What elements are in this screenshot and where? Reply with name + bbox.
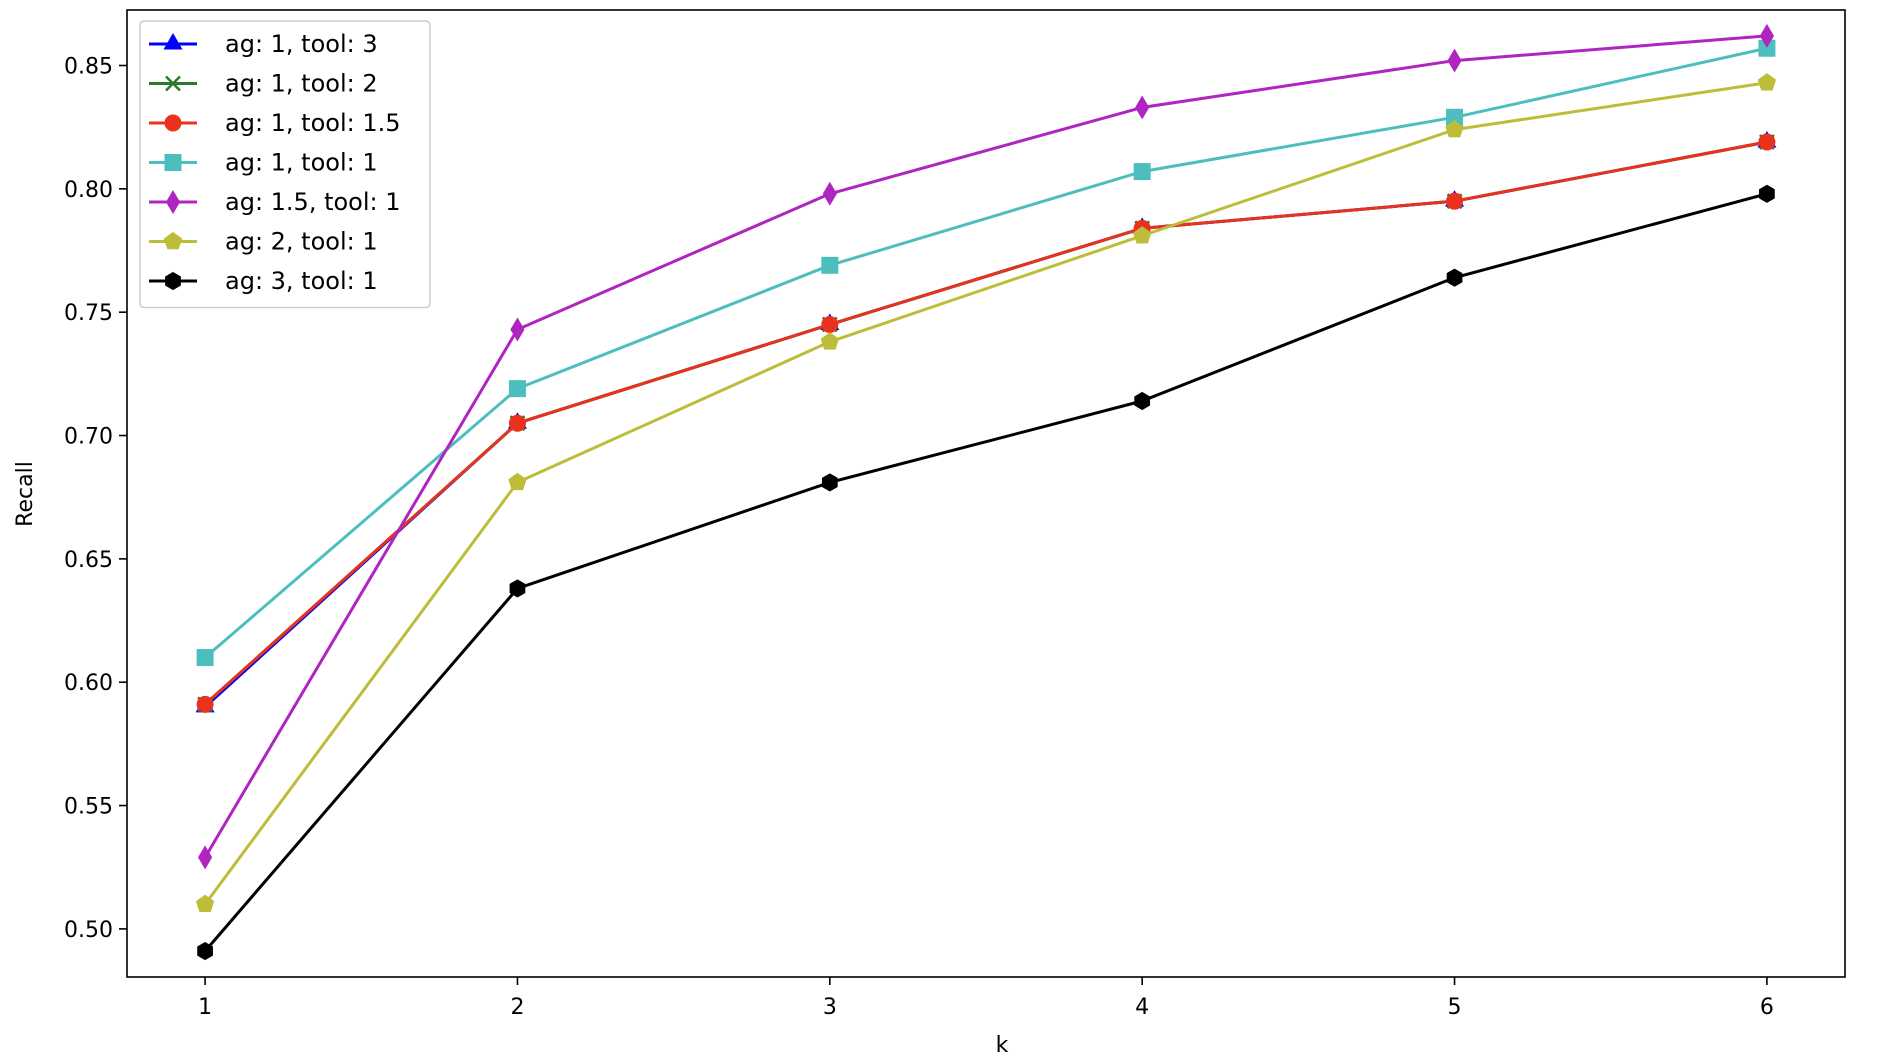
series-line xyxy=(204,46,1768,659)
x-axis: 1 2 3 4 5 6 xyxy=(198,977,1774,1020)
legend-marker xyxy=(164,154,182,171)
legend-marker xyxy=(163,231,183,250)
legend-label: ag: 1, tool: 1 xyxy=(225,149,378,177)
series-line xyxy=(203,192,1768,953)
series-line xyxy=(203,34,1768,859)
y-tick-label: 0.75 xyxy=(64,301,113,326)
legend-item: ag: 1, tool: 1.5 xyxy=(149,109,401,137)
x-axis-label: k xyxy=(996,1033,1009,1056)
legend-item: ag: 1.5, tool: 1 xyxy=(149,188,401,216)
y-tick-label: 0.50 xyxy=(64,918,113,943)
x-tick-label: 4 xyxy=(1135,995,1149,1020)
x-tick-label: 3 xyxy=(823,995,837,1020)
legend-label: ag: 1, tool: 3 xyxy=(225,30,378,58)
legend: ag: 1, tool: 3 ag: 1, tool: 2 ag: 1, tool:… xyxy=(139,20,431,309)
legend-marker xyxy=(164,114,182,132)
series-7 xyxy=(197,184,1775,961)
y-axis-label: Recall xyxy=(13,461,38,527)
x-tick-label: 2 xyxy=(510,995,524,1020)
legend-item: ag: 1, tool: 3 xyxy=(149,30,378,58)
data-point xyxy=(508,472,527,491)
data-point xyxy=(1757,73,1777,91)
data-point xyxy=(197,942,213,961)
data-point xyxy=(1447,48,1462,73)
y-tick-label: 0.55 xyxy=(64,795,113,820)
legend-label: ag: 2, tool: 1 xyxy=(225,228,378,256)
data-point xyxy=(1133,226,1152,244)
legend-marker xyxy=(165,271,181,291)
data-point xyxy=(510,317,525,342)
x-tick-label: 5 xyxy=(1448,995,1462,1020)
data-point xyxy=(1758,133,1776,151)
data-point xyxy=(198,845,213,870)
data-point xyxy=(508,414,526,432)
data-point xyxy=(1133,163,1151,181)
x-tick-label: 1 xyxy=(198,995,212,1020)
legend-label: ag: 1, tool: 2 xyxy=(225,70,378,98)
data-point xyxy=(821,473,838,492)
plot-frame xyxy=(126,9,1846,978)
legend-item: ag: 1, tool: 1 xyxy=(149,149,378,177)
legend-label: ag: 3, tool: 1 xyxy=(225,267,378,295)
data-point xyxy=(820,332,839,350)
y-tick-label: 0.85 xyxy=(64,55,113,80)
data-point xyxy=(1135,95,1150,120)
data-point xyxy=(1446,192,1464,210)
legend-item: ag: 1, tool: 2 xyxy=(149,70,378,98)
data-point xyxy=(1134,391,1151,411)
data-point xyxy=(195,894,215,913)
legend-label: ag: 1, tool: 1.5 xyxy=(225,109,401,137)
data-point xyxy=(1445,120,1464,138)
series-line xyxy=(203,81,1768,906)
legend-box xyxy=(139,20,431,309)
series-5 xyxy=(198,23,1774,870)
data-point xyxy=(508,380,526,398)
legend-item: ag: 3, tool: 1 xyxy=(149,267,378,295)
legend-marker xyxy=(165,75,181,92)
y-tick-label: 0.70 xyxy=(64,425,113,450)
data-point xyxy=(1759,23,1774,48)
data-point xyxy=(196,649,214,667)
series-layer xyxy=(195,23,1777,961)
data-point xyxy=(196,695,214,713)
legend-marker xyxy=(165,190,181,214)
data-point xyxy=(1446,268,1463,287)
series-4 xyxy=(196,39,1776,667)
data-point xyxy=(1759,184,1775,203)
legend-marker xyxy=(163,32,183,50)
data-point xyxy=(821,256,839,274)
y-tick-label: 0.60 xyxy=(64,671,113,696)
legend-label: ag: 1.5, tool: 1 xyxy=(225,188,401,216)
series-line xyxy=(204,140,1768,706)
y-axis: 0.50 0.55 0.60 0.65 0.70 0.75 0.80 0.85 xyxy=(64,55,127,943)
series-6 xyxy=(195,73,1777,913)
data-point xyxy=(821,316,839,334)
x-tick-label: 6 xyxy=(1760,995,1774,1020)
data-point xyxy=(822,181,837,206)
y-tick-label: 0.65 xyxy=(64,548,113,573)
legend-item: ag: 2, tool: 1 xyxy=(149,228,378,256)
data-point xyxy=(509,579,526,598)
y-tick-label: 0.80 xyxy=(64,178,113,203)
